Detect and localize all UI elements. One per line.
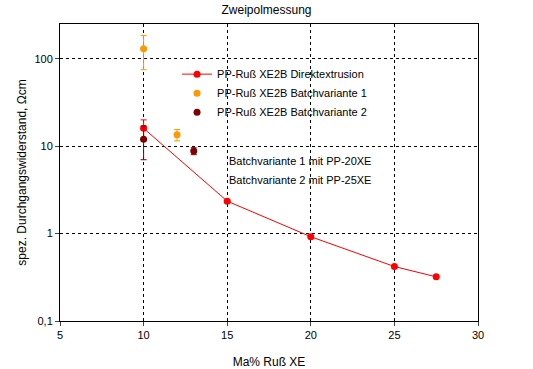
svg-text:1: 1 <box>47 227 53 239</box>
svg-text:30: 30 <box>472 329 484 341</box>
svg-text:PP-Ruß XE2B Batchvariante 1: PP-Ruß XE2B Batchvariante 1 <box>217 87 367 99</box>
svg-text:5: 5 <box>57 329 63 341</box>
svg-text:15: 15 <box>221 329 233 341</box>
svg-text:10: 10 <box>137 329 149 341</box>
svg-text:PP-Ruß XE2B Direktextrusion: PP-Ruß XE2B Direktextrusion <box>217 68 364 80</box>
svg-text:0,1: 0,1 <box>38 315 53 327</box>
svg-text:25: 25 <box>388 329 400 341</box>
svg-text:Ma% Ruß XE: Ma% Ruß XE <box>233 355 306 369</box>
svg-text:20: 20 <box>305 329 317 341</box>
svg-text:Batchvariante 1 mit PP-20XE: Batchvariante 1 mit PP-20XE <box>229 155 371 167</box>
svg-text:100: 100 <box>34 53 52 65</box>
svg-text:PP-Ruß XE2B Batchvariante 2: PP-Ruß XE2B Batchvariante 2 <box>217 106 367 118</box>
svg-text:Batchvariante 2 mit PP-25XE: Batchvariante 2 mit PP-25XE <box>229 174 371 186</box>
svg-text:spez. Durchgangswiderstand, Ωc: spez. Durchgangswiderstand, Ωcm <box>15 79 29 265</box>
svg-text:Zweipolmessung: Zweipolmessung <box>221 3 311 17</box>
svg-text:10: 10 <box>41 140 53 152</box>
